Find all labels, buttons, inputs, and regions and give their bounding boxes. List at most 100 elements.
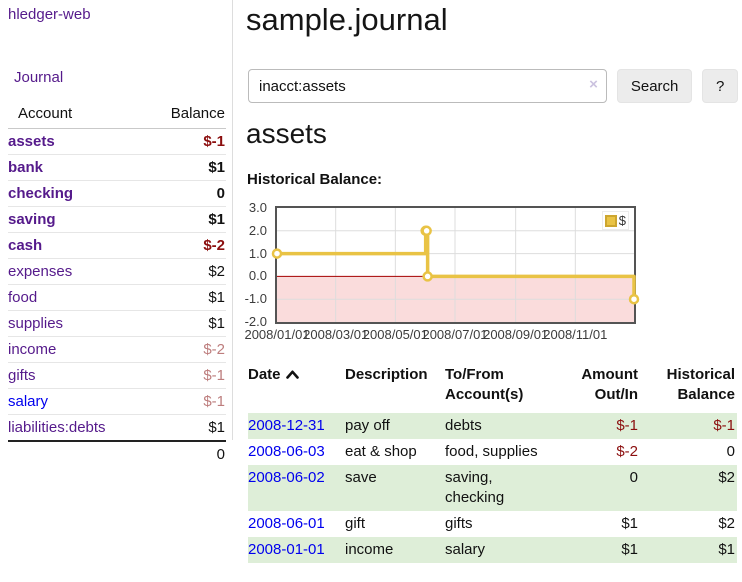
account-row: expenses $2 bbox=[8, 258, 226, 285]
app-title-link[interactable]: hledger-web bbox=[8, 6, 91, 23]
transaction-date-link[interactable]: 2008-06-03 bbox=[248, 443, 325, 460]
account-row: saving $1 bbox=[8, 206, 226, 233]
account-balance: 0 bbox=[138, 180, 226, 207]
transaction-balance: $1 bbox=[718, 541, 735, 558]
account-row: bank $1 bbox=[8, 154, 226, 181]
accounts-balance-table: Account Balance assets $-1 bank $1 check… bbox=[8, 101, 226, 467]
register-header-accounts: To/From Account(s) bbox=[445, 366, 524, 403]
help-button[interactable]: ? bbox=[702, 69, 738, 103]
transaction-description: save bbox=[345, 469, 377, 486]
transaction-accounts: gifts bbox=[445, 515, 473, 532]
account-row: food $1 bbox=[8, 284, 226, 311]
x-tick-label: 2008/05/01 bbox=[362, 327, 428, 342]
transaction-description: eat & shop bbox=[345, 443, 417, 460]
account-balance: $-2 bbox=[138, 336, 226, 363]
transaction-accounts: debts bbox=[445, 417, 482, 434]
account-link-income[interactable]: income bbox=[8, 341, 57, 358]
register-row: 2008-12-31 pay off debts $-1 $-1 bbox=[248, 413, 737, 439]
sort-ascending-icon bbox=[285, 365, 299, 385]
sidebar: hledger-web Journal Account Balance asse… bbox=[0, 0, 233, 467]
transaction-description: gift bbox=[345, 515, 366, 532]
account-balance: $-1 bbox=[138, 388, 226, 415]
register-row: 2008-06-02 save saving, checking 0 $2 bbox=[248, 465, 737, 511]
account-link-gifts[interactable]: gifts bbox=[8, 367, 36, 384]
transaction-balance: 0 bbox=[726, 443, 735, 460]
search-form: × Search ? bbox=[248, 69, 738, 103]
transaction-amount: $-2 bbox=[616, 443, 638, 460]
transaction-accounts: salary bbox=[445, 541, 486, 558]
account-link-cash[interactable]: cash bbox=[8, 237, 43, 254]
account-row: supplies $1 bbox=[8, 310, 226, 337]
x-tick-label: 2008/03/01 bbox=[303, 327, 369, 342]
account-link-supplies[interactable]: supplies bbox=[8, 315, 64, 332]
account-row: cash $-2 bbox=[8, 232, 226, 259]
transaction-description: income bbox=[345, 541, 394, 558]
transaction-description: pay off bbox=[345, 417, 390, 434]
register-table: Date Description To/From Account(s) Amou… bbox=[248, 363, 737, 563]
account-row: checking 0 bbox=[8, 180, 226, 207]
x-tick-label: 2008/09/01 bbox=[483, 327, 549, 342]
transaction-date-link[interactable]: 2008-01-01 bbox=[248, 541, 325, 558]
account-balance: $1 bbox=[138, 310, 226, 337]
account-row: liabilities:debts $1 bbox=[8, 414, 226, 441]
y-tick-label: 2.0 bbox=[248, 222, 267, 238]
sidebar-item-journal[interactable]: Journal bbox=[14, 69, 64, 86]
accounts-header-account: Account bbox=[8, 101, 139, 129]
account-row: salary $-1 bbox=[8, 388, 226, 415]
legend-label: $ bbox=[618, 213, 626, 228]
account-link-food[interactable]: food bbox=[8, 289, 38, 306]
x-tick-label: 2008/07/01 bbox=[422, 327, 488, 342]
balance-chart: $ bbox=[271, 206, 640, 324]
register-header-balance: Historical Balance bbox=[666, 366, 735, 403]
y-tick-label: -1.0 bbox=[244, 291, 267, 307]
transaction-balance: $2 bbox=[718, 469, 735, 486]
search-button[interactable]: Search bbox=[616, 69, 693, 103]
accounts-header-balance: Balance bbox=[138, 101, 226, 129]
account-row: income $-2 bbox=[8, 336, 226, 363]
account-link-salary[interactable]: salary bbox=[8, 393, 49, 410]
x-tick-label: 2008/11/01 bbox=[543, 327, 608, 342]
account-balance: $1 bbox=[138, 154, 226, 181]
y-tick-label: 3.0 bbox=[248, 200, 267, 215]
transaction-accounts: saving, checking bbox=[445, 469, 505, 506]
account-link-assets[interactable]: assets bbox=[8, 133, 55, 150]
chart-plot-svg bbox=[271, 208, 640, 322]
account-link-bank[interactable]: bank bbox=[8, 159, 44, 176]
transaction-amount: $1 bbox=[621, 541, 638, 558]
register-header-description: Description bbox=[345, 366, 428, 383]
account-link-saving[interactable]: saving bbox=[8, 211, 56, 228]
account-row: assets $-1 bbox=[8, 129, 226, 155]
transaction-date-link[interactable]: 2008-12-31 bbox=[248, 417, 325, 434]
transaction-date-link[interactable]: 2008-06-01 bbox=[248, 515, 325, 532]
y-tick-label: -2.0 bbox=[244, 314, 267, 329]
legend-swatch-icon bbox=[604, 214, 617, 227]
account-link-checking[interactable]: checking bbox=[8, 185, 74, 202]
transaction-date-link[interactable]: 2008-06-02 bbox=[248, 469, 325, 486]
accounts-header-row: Account Balance bbox=[8, 101, 226, 129]
register-header-row: Date Description To/From Account(s) Amou… bbox=[248, 363, 737, 413]
x-tick-label: 2008/01/01 bbox=[244, 327, 310, 342]
account-balance: $-1 bbox=[203, 133, 225, 150]
register-header-amount: Amount Out/In bbox=[581, 366, 638, 403]
transaction-balance: $-1 bbox=[713, 417, 735, 434]
register-header-date-label: Date bbox=[248, 366, 281, 383]
register-row: 2008-06-01 gift gifts $1 $2 bbox=[248, 511, 737, 537]
transaction-balance: $2 bbox=[718, 515, 735, 532]
account-link-liabilities-debts[interactable]: liabilities:debts bbox=[8, 419, 106, 436]
chart-title: Historical Balance: bbox=[247, 171, 383, 188]
y-tick-label: 0.0 bbox=[248, 268, 267, 284]
clear-search-icon[interactable]: × bbox=[589, 76, 598, 93]
account-balance: $1 bbox=[138, 414, 226, 441]
y-tick-label: 1.0 bbox=[248, 245, 267, 261]
page-title: sample.journal bbox=[246, 2, 448, 37]
register-header-date[interactable]: Date bbox=[248, 363, 345, 413]
search-input[interactable] bbox=[248, 69, 607, 103]
account-link-expenses[interactable]: expenses bbox=[8, 263, 73, 280]
chart-legend: $ bbox=[601, 211, 629, 230]
account-row: gifts $-1 bbox=[8, 362, 226, 389]
accounts-total-balance: 0 bbox=[138, 440, 226, 467]
transaction-accounts: food, supplies bbox=[445, 443, 538, 460]
account-balance: $-1 bbox=[138, 362, 226, 389]
register-row: 2008-01-01 income salary $1 $1 bbox=[248, 537, 737, 563]
account-balance: $1 bbox=[138, 284, 226, 311]
